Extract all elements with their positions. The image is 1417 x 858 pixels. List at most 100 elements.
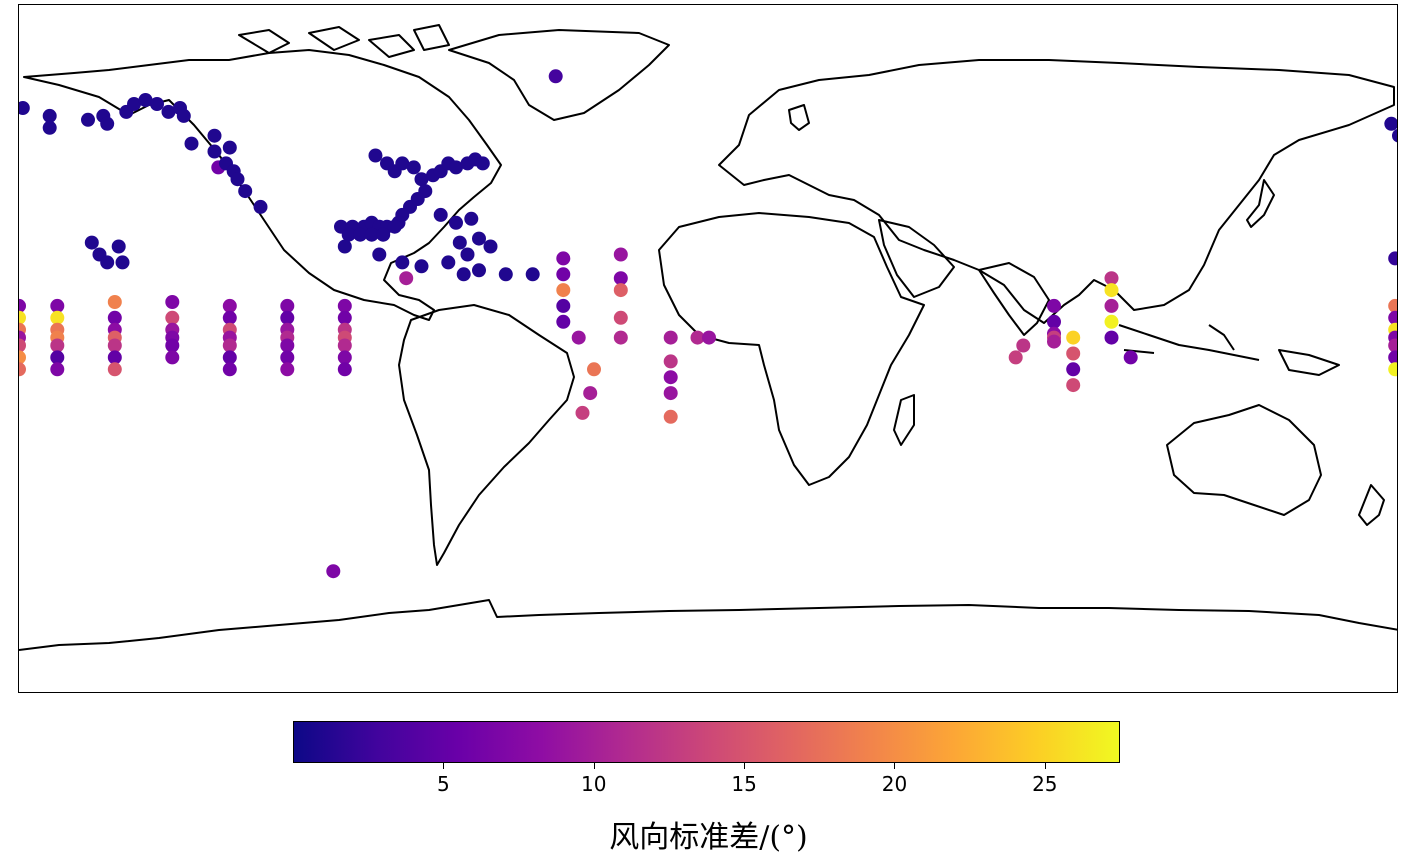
colorbar-tick-label: 25: [1032, 772, 1058, 796]
station-point: [364, 227, 379, 242]
station-point: [556, 314, 571, 329]
land-india: [978, 262, 1050, 336]
colorbar-tick: [443, 763, 445, 769]
station-point: [50, 362, 65, 377]
station-point: [587, 362, 601, 377]
station-point: [165, 310, 180, 325]
station-point: [19, 338, 26, 353]
station-point: [207, 128, 222, 143]
station-point: [441, 255, 456, 270]
station-point: [456, 267, 471, 282]
station-point: [663, 370, 678, 385]
station-point: [107, 338, 122, 353]
station-point: [414, 172, 429, 187]
station-point: [613, 271, 628, 286]
station-point: [222, 338, 237, 353]
station-point: [1047, 314, 1061, 329]
station-point: [613, 310, 628, 325]
station-point: [165, 338, 180, 353]
station-point: [280, 350, 295, 365]
station-point: [161, 104, 176, 119]
station-point: [50, 338, 65, 353]
land-north-america: [23, 49, 502, 321]
station-point: [42, 120, 57, 135]
station-point: [1388, 298, 1397, 313]
station-point: [238, 184, 253, 199]
land-britain: [788, 104, 810, 131]
station-point: [472, 263, 486, 278]
station-point: [230, 172, 245, 187]
station-point: [150, 97, 164, 111]
coastlines: [19, 24, 1397, 651]
station-point: [81, 112, 95, 127]
station-point: [368, 148, 383, 163]
station-point: [663, 330, 678, 345]
land-south-america: [398, 304, 575, 566]
station-point: [663, 386, 678, 401]
station-point: [449, 160, 463, 175]
station-point: [353, 227, 368, 242]
station-point: [84, 235, 99, 250]
station-point: [253, 199, 268, 214]
land-antarctica: [19, 599, 1397, 651]
station-point: [395, 255, 410, 270]
station-point: [280, 338, 295, 353]
station-point: [575, 405, 590, 420]
colorbar-tick: [744, 763, 746, 769]
land-greenland: [448, 29, 670, 121]
station-point: [702, 330, 716, 345]
world-map: [18, 4, 1398, 693]
station-point: [280, 362, 295, 377]
station-point: [556, 267, 571, 282]
station-point: [1066, 362, 1081, 377]
station-point: [165, 350, 180, 365]
station-point: [449, 215, 463, 230]
station-point: [1388, 350, 1397, 365]
station-point: [337, 362, 352, 377]
station-point: [464, 211, 479, 226]
colorbar-tick: [1044, 763, 1046, 769]
land-canadian-islands: [238, 24, 450, 58]
station-point: [1104, 271, 1119, 286]
land-africa: [658, 212, 925, 486]
station-point: [280, 310, 295, 325]
station-point: [613, 247, 628, 262]
station-point: [100, 255, 115, 270]
station-point: [498, 267, 513, 282]
station-point: [337, 338, 352, 353]
station-point: [571, 330, 586, 345]
map-canvas: [19, 24, 1397, 651]
station-point: [472, 231, 486, 246]
station-point: [176, 108, 191, 123]
station-point: [222, 140, 237, 155]
station-point: [50, 298, 65, 313]
station-point: [19, 362, 26, 377]
station-point: [100, 116, 115, 131]
station-point: [165, 295, 180, 309]
land-japan: [1246, 179, 1275, 228]
station-point: [222, 362, 237, 377]
station-point: [1104, 314, 1119, 329]
station-point: [548, 69, 563, 84]
land-madagascar: [893, 394, 915, 446]
station-point: [613, 330, 628, 345]
station-point: [107, 310, 122, 325]
colorbar-tick: [894, 763, 896, 769]
colorbar-tick-label: 20: [881, 772, 908, 796]
land-new-zealand: [1358, 484, 1385, 526]
station-point: [1066, 378, 1081, 393]
station-point: [399, 271, 414, 286]
station-point: [1388, 362, 1397, 377]
station-point: [341, 227, 356, 242]
station-point: [1016, 338, 1031, 353]
station-point: [1008, 350, 1023, 365]
station-point: [1388, 310, 1397, 325]
station-point: [663, 354, 678, 369]
station-point: [1066, 330, 1081, 345]
station-point: [337, 350, 352, 365]
station-point: [1384, 116, 1397, 131]
station-point: [222, 310, 237, 325]
station-point: [1388, 338, 1397, 353]
station-point: [50, 310, 65, 325]
land-new-guinea: [1278, 349, 1340, 376]
